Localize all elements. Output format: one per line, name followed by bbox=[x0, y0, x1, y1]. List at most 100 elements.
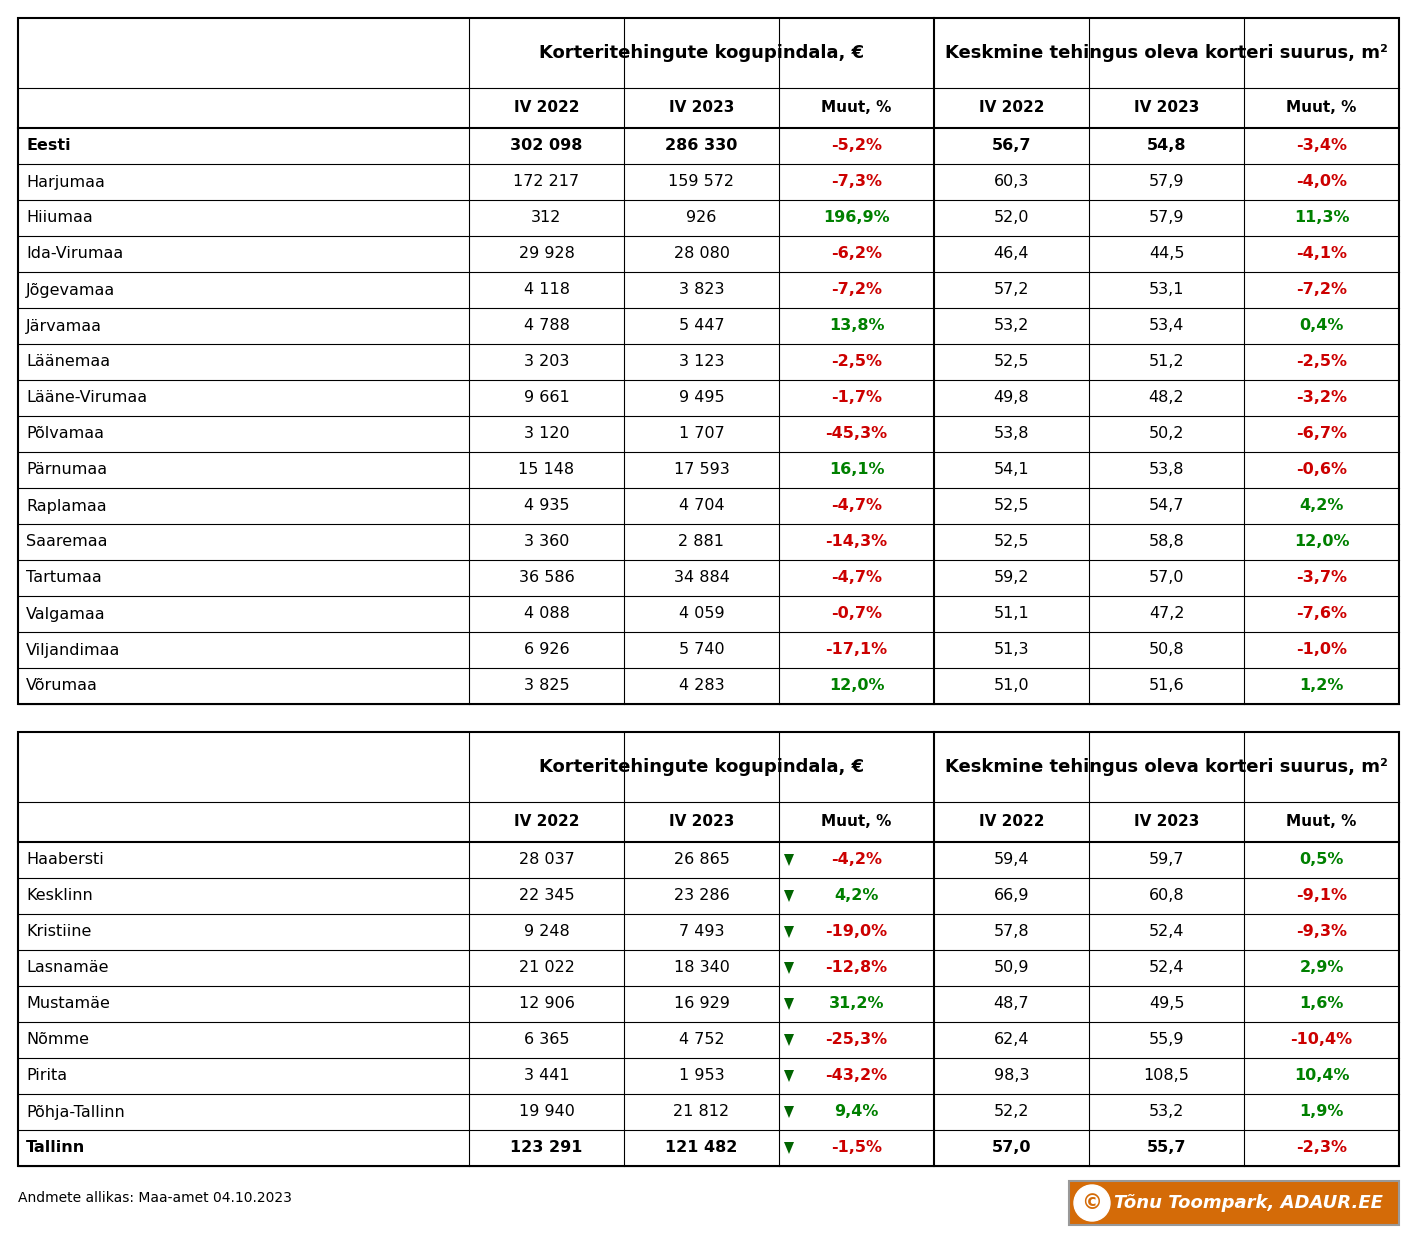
Text: Keskmine tehingus oleva korteri suurus, m²: Keskmine tehingus oleva korteri suurus, … bbox=[945, 758, 1387, 776]
Text: 312: 312 bbox=[531, 210, 561, 225]
Text: 23 286: 23 286 bbox=[673, 889, 730, 904]
Text: 1,9%: 1,9% bbox=[1299, 1105, 1343, 1120]
Text: 121 482: 121 482 bbox=[666, 1141, 738, 1156]
Text: Pirita: Pirita bbox=[26, 1068, 67, 1084]
Text: IV 2023: IV 2023 bbox=[1134, 100, 1199, 115]
Text: 9 661: 9 661 bbox=[524, 391, 570, 405]
Text: 98,3: 98,3 bbox=[993, 1068, 1029, 1084]
Text: -1,5%: -1,5% bbox=[830, 1141, 881, 1156]
Text: 5 740: 5 740 bbox=[679, 643, 724, 658]
Text: 55,7: 55,7 bbox=[1146, 1141, 1186, 1156]
Text: -7,2%: -7,2% bbox=[1297, 283, 1348, 298]
Text: Raplamaa: Raplamaa bbox=[26, 498, 106, 513]
Text: 60,8: 60,8 bbox=[1149, 889, 1185, 904]
Text: 28 080: 28 080 bbox=[673, 246, 730, 262]
Text: 49,5: 49,5 bbox=[1149, 996, 1185, 1011]
Text: 53,4: 53,4 bbox=[1149, 319, 1185, 334]
Text: 48,2: 48,2 bbox=[1149, 391, 1185, 405]
Text: 51,6: 51,6 bbox=[1149, 679, 1185, 693]
Text: IV 2022: IV 2022 bbox=[514, 100, 580, 115]
Text: Kristiine: Kristiine bbox=[26, 925, 91, 939]
Text: 6 365: 6 365 bbox=[524, 1032, 570, 1047]
Text: Keskmine tehingus oleva korteri suurus, m²: Keskmine tehingus oleva korteri suurus, … bbox=[945, 44, 1387, 62]
Text: -2,5%: -2,5% bbox=[1297, 355, 1348, 370]
Text: 3 825: 3 825 bbox=[524, 679, 570, 693]
Text: 123 291: 123 291 bbox=[510, 1141, 582, 1156]
Text: 3 123: 3 123 bbox=[679, 355, 724, 370]
Text: 58,8: 58,8 bbox=[1149, 534, 1185, 550]
Text: 21 022: 21 022 bbox=[519, 960, 574, 975]
Text: 52,4: 52,4 bbox=[1149, 960, 1185, 975]
Text: Kesklinn: Kesklinn bbox=[26, 889, 92, 904]
Text: 57,9: 57,9 bbox=[1149, 174, 1185, 189]
Text: 17 593: 17 593 bbox=[673, 462, 730, 477]
Text: -4,7%: -4,7% bbox=[830, 571, 881, 586]
Text: 3 360: 3 360 bbox=[524, 534, 570, 550]
Text: -4,2%: -4,2% bbox=[830, 853, 881, 868]
Text: Muut, %: Muut, % bbox=[822, 100, 891, 115]
Text: 53,2: 53,2 bbox=[1149, 1105, 1185, 1120]
Text: 15 148: 15 148 bbox=[519, 462, 574, 477]
Text: 59,4: 59,4 bbox=[993, 853, 1029, 868]
Text: 13,8%: 13,8% bbox=[829, 319, 884, 334]
Text: 59,7: 59,7 bbox=[1149, 853, 1185, 868]
Text: 57,9: 57,9 bbox=[1149, 210, 1185, 225]
Text: Pärnumaa: Pärnumaa bbox=[26, 462, 108, 477]
Text: 4 704: 4 704 bbox=[679, 498, 724, 513]
Text: -0,6%: -0,6% bbox=[1297, 462, 1348, 477]
Text: 9 495: 9 495 bbox=[679, 391, 724, 405]
Text: Ida-Virumaa: Ida-Virumaa bbox=[26, 246, 123, 262]
Text: -2,3%: -2,3% bbox=[1297, 1141, 1348, 1156]
Text: 4 752: 4 752 bbox=[679, 1032, 724, 1047]
Text: 52,0: 52,0 bbox=[993, 210, 1029, 225]
Polygon shape bbox=[784, 962, 794, 974]
Text: -12,8%: -12,8% bbox=[826, 960, 887, 975]
Text: -2,5%: -2,5% bbox=[830, 355, 881, 370]
Text: 56,7: 56,7 bbox=[992, 138, 1032, 153]
Text: Haabersti: Haabersti bbox=[26, 853, 103, 868]
Text: 16,1%: 16,1% bbox=[829, 462, 884, 477]
Text: IV 2023: IV 2023 bbox=[669, 100, 734, 115]
Text: 11,3%: 11,3% bbox=[1294, 210, 1349, 225]
Text: 51,2: 51,2 bbox=[1149, 355, 1185, 370]
Text: 4,2%: 4,2% bbox=[835, 889, 879, 904]
Text: 51,1: 51,1 bbox=[993, 607, 1029, 622]
Text: 52,5: 52,5 bbox=[993, 355, 1029, 370]
Text: 57,2: 57,2 bbox=[993, 283, 1029, 298]
Text: 28 037: 28 037 bbox=[519, 853, 574, 868]
Text: -6,7%: -6,7% bbox=[1297, 426, 1348, 441]
Text: -6,2%: -6,2% bbox=[830, 246, 881, 262]
Text: Põlvamaa: Põlvamaa bbox=[26, 426, 103, 441]
Text: Andmete allikas: Maa-amet 04.10.2023: Andmete allikas: Maa-amet 04.10.2023 bbox=[18, 1192, 292, 1205]
Text: 52,5: 52,5 bbox=[993, 498, 1029, 513]
Text: -0,7%: -0,7% bbox=[830, 607, 881, 622]
Text: Muut, %: Muut, % bbox=[1287, 815, 1356, 829]
Text: Tõnu Toompark, ADAUR.EE: Tõnu Toompark, ADAUR.EE bbox=[1114, 1194, 1383, 1213]
Text: 52,2: 52,2 bbox=[993, 1105, 1029, 1120]
Text: 4 088: 4 088 bbox=[523, 607, 570, 622]
Text: -19,0%: -19,0% bbox=[826, 925, 887, 939]
Text: -4,7%: -4,7% bbox=[830, 498, 881, 513]
Text: 3 441: 3 441 bbox=[524, 1068, 570, 1084]
Text: 12,0%: 12,0% bbox=[1294, 534, 1349, 550]
Text: 12 906: 12 906 bbox=[519, 996, 574, 1011]
Text: 19 940: 19 940 bbox=[519, 1105, 574, 1120]
Polygon shape bbox=[784, 926, 794, 938]
Polygon shape bbox=[784, 890, 794, 902]
Text: Eesti: Eesti bbox=[26, 138, 71, 153]
Text: 55,9: 55,9 bbox=[1149, 1032, 1185, 1047]
Text: -4,1%: -4,1% bbox=[1297, 246, 1348, 262]
Text: -9,1%: -9,1% bbox=[1297, 889, 1348, 904]
Text: -43,2%: -43,2% bbox=[826, 1068, 887, 1084]
Text: 4 788: 4 788 bbox=[523, 319, 570, 334]
Text: 159 572: 159 572 bbox=[669, 174, 734, 189]
Text: Järvamaa: Järvamaa bbox=[26, 319, 102, 334]
Text: 54,8: 54,8 bbox=[1146, 138, 1186, 153]
Text: 52,4: 52,4 bbox=[1149, 925, 1185, 939]
Text: Põhja-Tallinn: Põhja-Tallinn bbox=[26, 1105, 125, 1120]
Text: 4 059: 4 059 bbox=[679, 607, 724, 622]
Text: -7,3%: -7,3% bbox=[830, 174, 881, 189]
Text: 53,8: 53,8 bbox=[1149, 462, 1185, 477]
Text: 50,8: 50,8 bbox=[1149, 643, 1185, 658]
Text: 196,9%: 196,9% bbox=[823, 210, 890, 225]
